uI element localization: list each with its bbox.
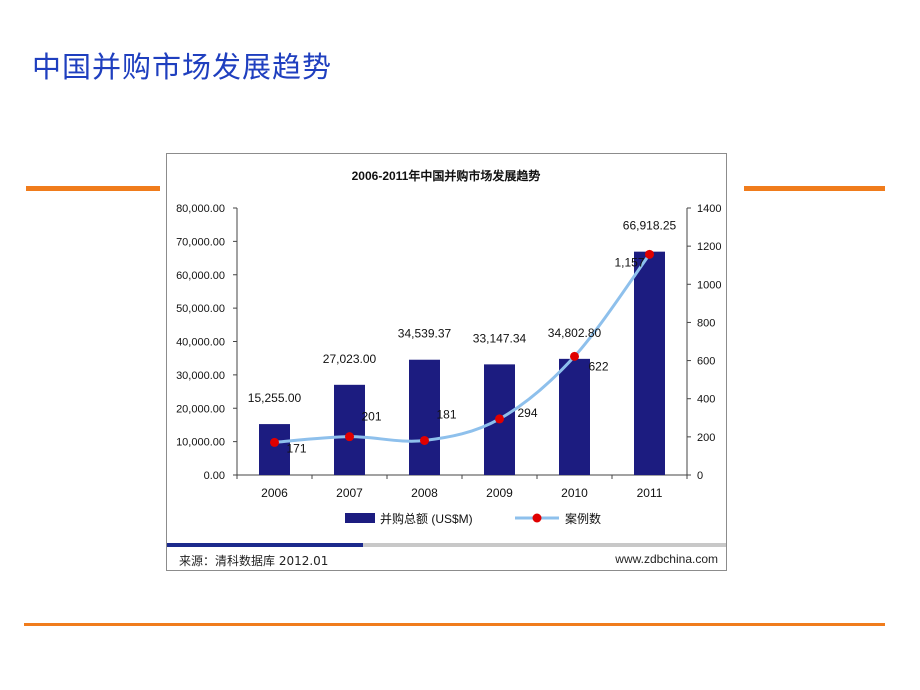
line-point-2008	[420, 435, 429, 445]
y-right-tick-label: 800	[697, 317, 715, 329]
y-left-tick-label: 40,000.00	[176, 337, 225, 349]
line-point-2009	[495, 414, 504, 424]
line-value-label: 622	[588, 359, 608, 373]
bar-value-label: 66,918.25	[623, 219, 677, 233]
y-left-tick-label: 80,000.00	[176, 203, 225, 215]
line-point-2011	[645, 249, 654, 259]
y-left-tick-label: 10,000.00	[176, 437, 225, 449]
slide-title: 中国并购市场发展趋势	[32, 50, 333, 84]
website-link[interactable]: www.zdbchina.com	[615, 552, 718, 566]
bar-2010	[559, 358, 590, 475]
chart: 2006-2011年中国并购市场发展趋势 0.00 10,000.00 20,000…	[176, 168, 721, 526]
line-value-label: 181	[436, 407, 456, 421]
bar-value-label: 34,539.37	[398, 327, 452, 341]
bar-2006	[259, 424, 290, 475]
line-value-label: 201	[361, 410, 381, 424]
legend-label-line: 案例数	[565, 511, 601, 526]
bar-2011	[634, 251, 665, 475]
y-left-tick-label: 60,000.00	[176, 270, 225, 282]
y-right-tick-label: 1400	[697, 203, 721, 215]
y-left-tick-label: 30,000.00	[176, 370, 225, 382]
x-tick-label: 2009	[486, 486, 513, 500]
x-tick-label: 2007	[336, 486, 363, 500]
line-value-label: 1,157	[614, 255, 644, 269]
bar-value-label: 33,147.34	[473, 331, 527, 345]
bar-2007	[334, 384, 365, 475]
chart-title: 2006-2011年中国并购市场发展趋势	[352, 168, 541, 183]
accent-rule-left	[26, 186, 160, 191]
y-left-tick-label: 70,000.00	[176, 236, 225, 248]
accent-rule-bottom	[24, 623, 885, 626]
x-tick-label: 2006	[261, 486, 288, 500]
accent-rule-right	[744, 186, 885, 191]
bar-2008	[409, 359, 440, 475]
line-point-2007	[345, 432, 354, 442]
y-left-tick-label: 0.00	[204, 470, 225, 482]
bar-value-label: 15,255.00	[248, 391, 302, 405]
y-right-tick-label: 400	[697, 394, 715, 406]
legend-swatch-bar	[345, 513, 375, 523]
y-right-tick-label: 200	[697, 432, 715, 444]
x-tick-label: 2008	[411, 486, 438, 500]
source-bar-accent	[167, 543, 363, 547]
series-line-案例数	[274, 253, 651, 444]
x-tick-label: 2011	[637, 486, 663, 500]
y-right-tick-label: 0	[697, 470, 703, 482]
y-left-tick-label: 50,000.00	[176, 303, 225, 315]
line-point-2006	[270, 437, 279, 447]
y-right-tick-label: 1000	[697, 279, 721, 291]
bar-value-label: 27,023.00	[323, 352, 377, 366]
line-value-label: 171	[286, 441, 306, 455]
line-point-2010	[570, 351, 579, 361]
source-note: 来源：清科数据库 2012.01	[179, 554, 329, 568]
source-bar	[363, 543, 726, 547]
y-right-tick-label: 1200	[697, 241, 721, 253]
x-tick-label: 2010	[561, 486, 588, 500]
legend-label-bar: 并购总额 (US$M)	[380, 511, 473, 526]
line-value-label: 294	[517, 406, 537, 420]
y-right-tick-label: 600	[697, 356, 715, 368]
legend-swatch-marker	[532, 513, 542, 523]
chart-panel: 2006-2011年中国并购市场发展趋势 0.00 10,000.00 20,000…	[166, 153, 727, 571]
bar-value-label: 34,802.80	[548, 326, 602, 340]
y-left-tick-label: 20,000.00	[176, 403, 225, 415]
